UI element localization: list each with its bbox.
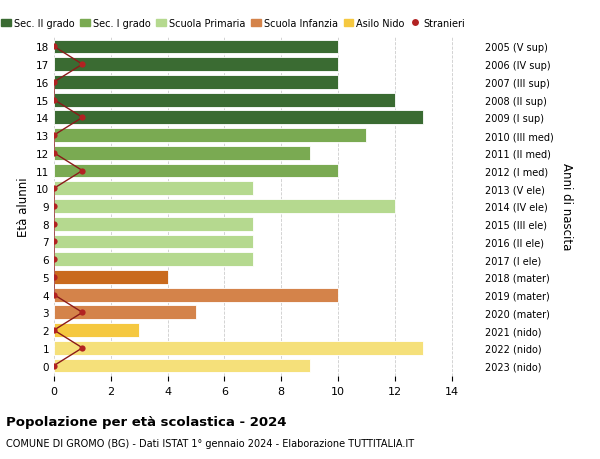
Bar [54, 129, 367, 143]
Bar [54, 218, 253, 231]
Y-axis label: Età alunni: Età alunni [17, 177, 31, 236]
Bar [54, 253, 253, 267]
Bar [54, 324, 139, 337]
Text: COMUNE DI GROMO (BG) - Dati ISTAT 1° gennaio 2024 - Elaborazione TUTTITALIA.IT: COMUNE DI GROMO (BG) - Dati ISTAT 1° gen… [6, 438, 414, 448]
Bar [54, 111, 423, 125]
Bar [54, 200, 395, 213]
Bar [54, 164, 338, 178]
Bar [54, 146, 310, 160]
Bar [54, 235, 253, 249]
Bar [54, 76, 338, 90]
Bar [54, 58, 338, 72]
Bar [54, 270, 167, 284]
Bar [54, 359, 310, 373]
Bar [54, 288, 338, 302]
Bar [54, 182, 253, 196]
Bar [54, 40, 338, 54]
Bar [54, 306, 196, 319]
Text: Popolazione per età scolastica - 2024: Popolazione per età scolastica - 2024 [6, 415, 287, 428]
Bar [54, 94, 395, 107]
Y-axis label: Anni di nascita: Anni di nascita [560, 163, 573, 250]
Bar [54, 341, 423, 355]
Legend: Sec. II grado, Sec. I grado, Scuola Primaria, Scuola Infanzia, Asilo Nido, Stran: Sec. II grado, Sec. I grado, Scuola Prim… [1, 18, 465, 28]
